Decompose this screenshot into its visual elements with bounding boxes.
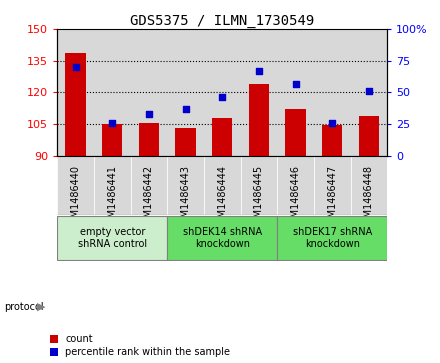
Text: GSM1486445: GSM1486445 [254,165,264,230]
Point [145,111,152,117]
Bar [176,128,196,156]
Bar [286,109,306,156]
Bar [351,156,387,215]
Bar [57,216,167,260]
Bar [249,84,269,156]
Bar [322,125,342,156]
Text: protocol: protocol [4,302,44,312]
Text: GSM1486442: GSM1486442 [144,165,154,230]
Bar [131,156,167,215]
Bar [57,29,94,156]
Legend: count, percentile rank within the sample: count, percentile rank within the sample [49,333,231,358]
Point [182,106,189,112]
Text: GSM1486447: GSM1486447 [327,165,337,230]
Point [219,95,226,101]
Text: GSM1486440: GSM1486440 [70,165,81,230]
Text: GSM1486443: GSM1486443 [180,165,191,230]
Point [292,81,299,86]
Bar [314,156,351,215]
Point [365,88,372,94]
Bar [94,156,131,215]
Point [109,120,116,126]
Bar [351,29,387,156]
Bar [212,118,232,156]
Text: GSM1486441: GSM1486441 [107,165,117,230]
Text: empty vector
shRNA control: empty vector shRNA control [77,227,147,249]
Bar [241,29,277,156]
Text: shDEK14 shRNA
knockdown: shDEK14 shRNA knockdown [183,227,262,249]
Text: ▶: ▶ [37,302,46,312]
Bar [204,29,241,156]
Bar [241,156,277,215]
Bar [94,29,131,156]
Bar [102,124,122,156]
Bar [277,216,387,260]
Text: GSM1486446: GSM1486446 [290,165,301,230]
Bar [314,29,351,156]
Bar [139,123,159,156]
Bar [359,116,379,156]
Bar [167,29,204,156]
Text: GSM1486448: GSM1486448 [364,165,374,230]
Text: shDEK17 shRNA
knockdown: shDEK17 shRNA knockdown [293,227,372,249]
Bar [167,216,277,260]
Bar [57,156,94,215]
Bar [204,156,241,215]
Point [329,120,336,126]
Point [255,68,262,74]
Bar [131,29,167,156]
Title: GDS5375 / ILMN_1730549: GDS5375 / ILMN_1730549 [130,14,314,28]
Bar [167,156,204,215]
Text: GSM1486444: GSM1486444 [217,165,227,230]
Bar [66,53,86,156]
Bar [277,156,314,215]
Bar [277,29,314,156]
Point [72,64,79,70]
